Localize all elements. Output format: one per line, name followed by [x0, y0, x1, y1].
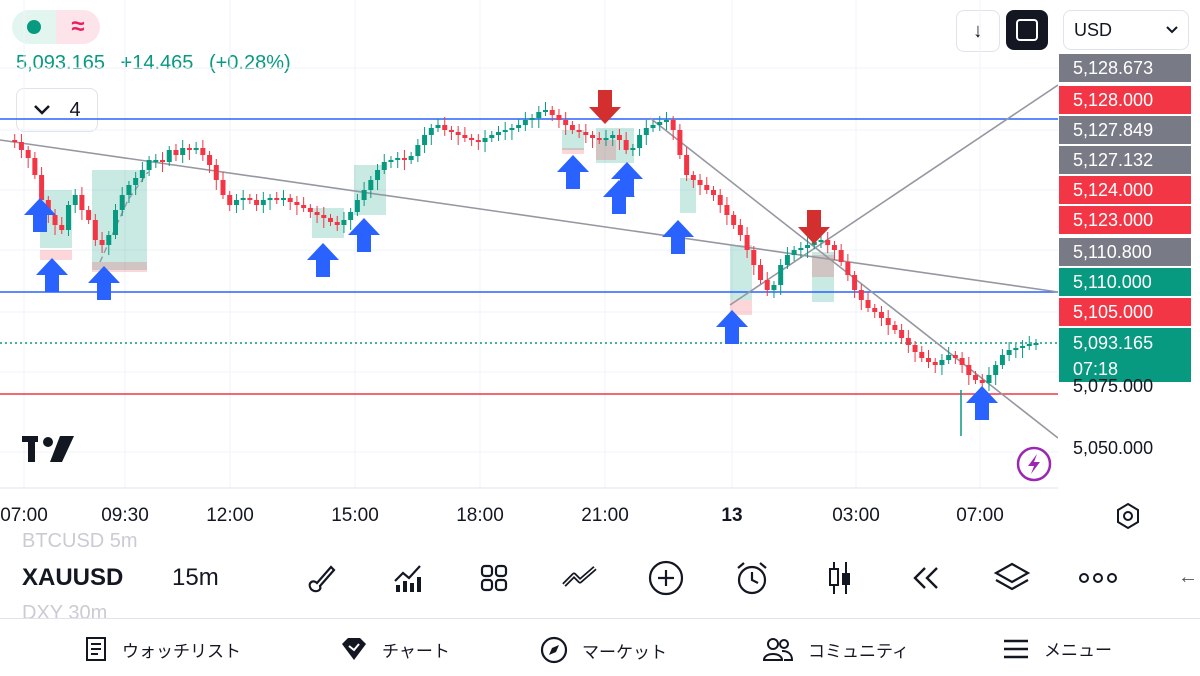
time-tick: 18:00 [456, 505, 504, 526]
add-button[interactable] [644, 556, 688, 600]
candlesticks [12, 102, 1039, 436]
nav-menu[interactable]: メニュー [1002, 636, 1112, 661]
nav-market[interactable]: マーケット [540, 636, 667, 664]
add-icon [648, 560, 684, 596]
time-tick: 15:00 [331, 505, 379, 526]
time-tick: 07:00 [0, 505, 48, 526]
price-tick: 5,075.000 [1073, 376, 1154, 396]
indicators-icon [394, 565, 421, 592]
nav-label: チャート [382, 641, 450, 661]
brush-icon [308, 565, 336, 593]
nav-watchlist[interactable]: ウォッチリスト [84, 636, 241, 662]
time-tick: 13 [721, 505, 743, 526]
nav-label: ウォッチリスト [122, 641, 241, 661]
current-price-value: 5,093.165 [1073, 333, 1154, 353]
arrow-down-icon: ↓ [973, 19, 983, 42]
bottom-navigation: ウォッチリスト チャート マーケット コミュニティ メニュー [0, 618, 1200, 676]
widgets-button[interactable] [472, 556, 516, 600]
time-tick: 12:00 [206, 505, 254, 526]
nav-label: コミュニティ [808, 641, 909, 661]
price-chart[interactable] [0, 0, 1058, 490]
time-tick: 03:00 [832, 505, 880, 526]
chart-grid [0, 0, 1058, 489]
trend-icon [562, 566, 597, 587]
alert-button[interactable] [730, 556, 774, 600]
nav-label: メニュー [1044, 641, 1112, 660]
widgets-icon [480, 564, 508, 592]
replay-icon [913, 567, 938, 589]
candles-icon [829, 562, 850, 594]
bar-countdown: 07:18 [1073, 359, 1119, 379]
chart-icon [342, 638, 366, 660]
layers-button[interactable] [990, 556, 1034, 600]
more-button[interactable] [1076, 556, 1120, 600]
currency-value: USD [1074, 19, 1113, 40]
price-label: 5,128.000 [1059, 86, 1191, 114]
price-label: 5,105.000 [1059, 298, 1191, 326]
download-button[interactable]: ↓ [956, 10, 1000, 52]
more-icon [1079, 573, 1117, 583]
price-label: 5,110.000 [1059, 268, 1191, 296]
watchlist-icon [86, 637, 106, 661]
ghost-symbol-above: BTCUSD 5m [22, 530, 138, 552]
time-tick: 07:00 [956, 505, 1004, 526]
currency-select[interactable]: USD [1063, 10, 1189, 50]
price-label: 5,123.000 [1059, 206, 1191, 234]
price-label: 5,124.000 [1059, 176, 1191, 204]
menu-icon [1004, 639, 1028, 658]
compare-button[interactable] [558, 556, 602, 600]
trend-lines [0, 84, 1058, 439]
price-label: 5,127.132 [1059, 146, 1191, 174]
price-tick: 5,050.000 [1073, 438, 1154, 458]
symbol-name[interactable]: XAUUSD [22, 564, 124, 591]
nav-label: マーケット [582, 642, 667, 662]
chart-settings-icon[interactable] [1114, 502, 1142, 530]
wave-icon: ≈ [56, 10, 100, 44]
price-label: 5,127.849 [1059, 116, 1191, 144]
replay-button[interactable] [904, 556, 948, 600]
price-label: 5,128.673 [1059, 54, 1191, 82]
chevron-down-icon [1166, 26, 1178, 34]
fullscreen-icon [1016, 19, 1038, 41]
time-tick: 09:30 [101, 505, 149, 526]
layers-icon [993, 562, 1031, 591]
drawing-tool-button[interactable] [298, 556, 342, 600]
market-status-pill[interactable]: ≈ [12, 10, 100, 44]
lightning-icon[interactable] [1016, 446, 1052, 482]
time-tick: 21:00 [581, 505, 629, 526]
indicator-count: 4 [69, 98, 81, 121]
alarm-icon [737, 562, 767, 595]
tradingview-logo-icon [22, 436, 74, 462]
market-open-dot-icon [12, 10, 56, 44]
nav-chart[interactable]: チャート [340, 636, 450, 662]
chevron-down-icon [34, 105, 51, 115]
chart-type-button[interactable] [818, 556, 862, 600]
signal-arrows [24, 90, 998, 420]
nav-community[interactable]: コミュニティ [762, 636, 909, 662]
compass-icon [540, 636, 568, 664]
current-price-label: 5,093.165 07:18 [1059, 328, 1191, 382]
scroll-left-icon[interactable]: ← [1178, 566, 1198, 588]
signal-zones [40, 128, 834, 315]
community-icon [762, 638, 794, 661]
price-label: 5,110.800 [1059, 238, 1191, 266]
indicators-button[interactable] [386, 556, 430, 600]
horizontal-levels [0, 118, 1058, 395]
interval-selector[interactable]: 15m [172, 564, 219, 591]
fullscreen-button[interactable] [1006, 10, 1048, 50]
indicators-collapse-button[interactable]: 4 [16, 88, 98, 132]
